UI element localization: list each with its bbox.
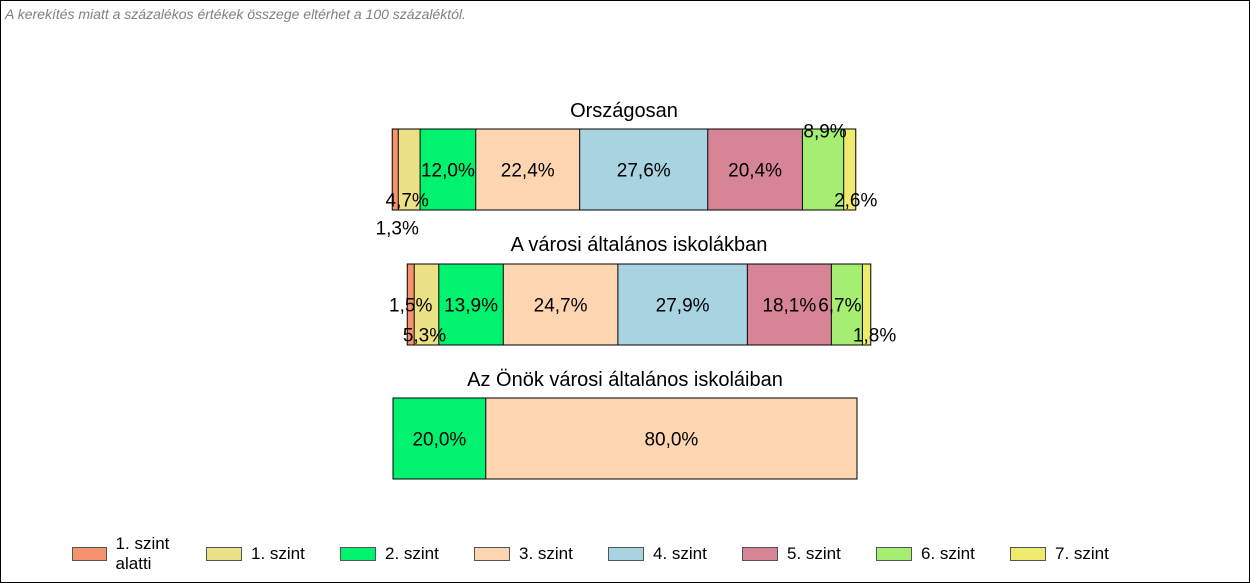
bar-segment xyxy=(707,129,803,210)
legend-item: 7. szint xyxy=(1010,534,1144,574)
legend-label: 2. szint xyxy=(385,544,439,563)
value-label: 27,6% xyxy=(617,161,671,182)
value-label: 18,1% xyxy=(762,296,816,317)
legend-item: 1. szint alatti xyxy=(72,534,206,574)
bar-segment xyxy=(831,264,863,345)
value-label: 1,3% xyxy=(376,219,419,240)
value-label: 27,9% xyxy=(656,296,710,317)
bar-segment xyxy=(579,129,708,210)
value-label: 24,7% xyxy=(534,296,588,317)
legend-label: 3. szint xyxy=(519,544,573,563)
bar-outline xyxy=(406,263,872,346)
legend-label: 1. szint alatti xyxy=(115,534,170,573)
bar-segment xyxy=(843,129,856,210)
bar-segment xyxy=(392,129,399,210)
group-title: Az Önök városi általános iskoláiban xyxy=(467,369,783,391)
group-title: A városi általános iskolákban xyxy=(511,234,768,256)
value-label: 22,4% xyxy=(501,161,555,182)
legend-item: 3. szint xyxy=(474,534,608,574)
legend-swatch xyxy=(340,547,376,561)
legend-swatch xyxy=(1010,547,1046,561)
legend-item: 1. szint xyxy=(206,534,340,574)
legend-label: 7. szint xyxy=(1055,544,1109,563)
legend-swatch xyxy=(72,547,107,561)
value-label: 13,9% xyxy=(444,296,498,317)
bar-segment xyxy=(503,264,618,345)
legend-item: 4. szint xyxy=(608,534,742,574)
value-label: 6,7% xyxy=(818,296,861,317)
bar-outline xyxy=(392,397,858,480)
legend-swatch xyxy=(876,547,912,561)
legend-swatch xyxy=(474,547,510,561)
value-label: 1,8% xyxy=(853,326,896,347)
bar-segment xyxy=(414,264,439,345)
bar-segment xyxy=(407,264,415,345)
bar-outline xyxy=(391,128,857,211)
bar-segment xyxy=(485,398,857,479)
legend: 1. szint alatti 1. szint 2. szint 3. szint 4… xyxy=(72,534,1144,574)
value-label: 4,7% xyxy=(386,191,429,212)
legend-item: 2. szint xyxy=(340,534,474,574)
legend-label: 5. szint xyxy=(787,544,841,563)
legend-label: 6. szint xyxy=(921,544,975,563)
legend-label: 1. szint xyxy=(251,544,305,563)
bar-segment xyxy=(438,264,504,345)
bar-segment xyxy=(617,264,748,345)
bar-segment xyxy=(393,398,486,479)
bar-segment xyxy=(862,264,871,345)
value-label: 1,5% xyxy=(389,296,432,317)
value-label: 12,0% xyxy=(421,161,475,182)
legend-item: 6. szint xyxy=(876,534,1010,574)
value-label: 20,4% xyxy=(728,161,782,182)
bar-segment xyxy=(420,129,476,210)
value-label: 80,0% xyxy=(644,430,698,451)
legend-item: 5. szint xyxy=(742,534,876,574)
value-label: 5,3% xyxy=(403,326,446,347)
value-label: 20,0% xyxy=(412,430,466,451)
legend-label: 4. szint xyxy=(653,544,707,563)
bar-segment xyxy=(747,264,832,345)
legend-swatch xyxy=(206,547,242,561)
value-label: 8,9% xyxy=(803,122,846,143)
bar-segment xyxy=(398,129,421,210)
legend-swatch xyxy=(742,547,778,561)
legend-swatch xyxy=(608,547,644,561)
group-title: Országosan xyxy=(570,100,678,122)
rounding-note: A kerekítés miatt a százalékos értékek ö… xyxy=(5,6,466,22)
bar-segment xyxy=(802,129,844,210)
value-label: 2,6% xyxy=(834,191,877,212)
bar-segment xyxy=(475,129,580,210)
